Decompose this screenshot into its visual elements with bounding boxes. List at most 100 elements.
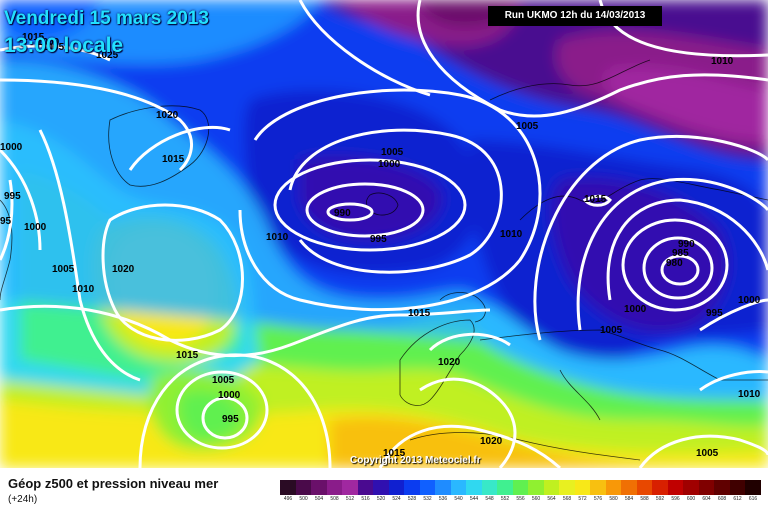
scale-value: 608 [717,496,727,502]
isobar-label: 1000 [218,390,241,401]
legend-bar: Géop z500 et pression niveau mer (+24h) … [0,468,768,512]
scale-swatch [667,480,684,495]
scale-value: 576 [593,496,603,502]
scale-value: 532 [423,496,432,502]
scale-value: 604 [702,496,711,502]
isobar-label: 990 [678,239,695,250]
scale-swatch [621,480,637,495]
scale-swatch [559,480,575,495]
scale-swatch [357,480,374,495]
scale-swatch [652,480,668,495]
scale-swatch [605,480,622,495]
isobar-label: 1025 [96,50,119,61]
scale-swatch [497,480,513,495]
scale-value: 516 [361,496,370,502]
scale-value: 536 [438,496,448,502]
scale-swatch [574,480,591,495]
geopotential-field [0,0,768,468]
scale-value: 564 [547,496,556,502]
isobar-label: 1005 [212,375,235,386]
isobar-label: 95 [0,216,12,227]
isobar-label: 1020 [480,436,503,447]
isobar-label: 995 [370,234,387,245]
legend-title: Géop z500 et pression niveau mer [8,476,219,491]
forecast-map: 1025101510201015100099595100010051010102… [0,0,768,468]
scale-value: 528 [407,496,417,502]
scale-swatch [373,480,389,495]
isobar-label: 1000 [738,295,761,306]
scale-swatch [698,480,715,495]
scale-swatch [450,480,467,495]
scale-value: 500 [299,496,308,502]
scale-swatch [466,480,482,495]
scale-value: 612 [733,496,742,502]
scale-value: 540 [454,496,463,502]
scale-swatch [388,480,405,495]
isobar-label: 1010 [72,284,95,295]
isobar-label: 1015 [408,308,431,319]
scale-swatch [590,480,606,495]
isobar-label: 1010 [266,232,289,243]
scale-swatch [683,480,699,495]
isobar-label: 1015 [383,448,406,459]
isobar-label: 1000 [624,304,647,315]
isobar-label: 1010 [500,229,523,240]
isobars [0,0,768,468]
scale-value: 588 [640,496,649,502]
isobar-label: 995 [222,414,239,425]
forecast-date: Vendredi 15 mars 2013 [4,8,209,29]
scale-swatch [636,480,653,495]
isobar-label: 1020 [438,357,461,368]
scale-value: 616 [748,496,758,502]
scale-value: 592 [655,496,665,502]
scale-swatch [714,480,730,495]
scale-value: 496 [283,496,293,502]
isobar-label: 990 [334,208,351,219]
scale-value: 600 [686,496,696,502]
isobar-label: 980 [666,258,683,269]
isobar-label: 995 [4,191,21,202]
scale-value: 524 [392,496,401,502]
isobar-label: 1015 [22,32,45,43]
isobar-label: 1005 [52,264,75,275]
scale-swatch [512,480,529,495]
isobar-label: 1015 [176,350,199,361]
scale-swatch [729,480,746,495]
isobar-label: 1000 [378,159,401,170]
scale-value: 560 [531,496,541,502]
model-run-label: Run UKMO 12h du 14/03/2013 [488,6,662,26]
copyright-notice: Copyright 2013 Meteociel.fr [350,455,481,466]
scale-value: 572 [578,496,587,502]
isobar-labels: 1025101510201015100099595100010051010102… [0,32,761,459]
isobar-label: 1005 [381,147,404,158]
isobar-label: 995 [706,308,723,319]
scale-value: 568 [562,496,572,502]
scale-swatch [326,480,343,495]
isobar-label: 1015 [162,154,185,165]
scale-value: 508 [330,496,339,502]
scale-swatch [311,480,327,495]
scale-value: 596 [671,496,680,502]
scale-value: 580 [609,496,618,502]
scale-value: 504 [314,496,324,502]
coastlines [0,59,768,461]
scale-value: 544 [469,496,479,502]
isobar-label: 1005 [600,325,623,336]
isobar-label: 1005 [42,42,65,53]
legend-subtitle: (+24h) [8,494,38,505]
isobar-label: 1010 [738,389,761,400]
isobar-label: 1000 [24,222,47,233]
scale-swatch [295,480,312,495]
isobar-label: 985 [672,248,689,259]
scale-value: 552 [500,496,510,502]
scale-swatch [342,480,358,495]
scale-swatch [481,480,498,495]
isobar-label: 1020 [112,264,135,275]
isobar-label: 1000 [37,37,60,48]
scale-swatch [745,480,761,495]
forecast-time: 13:00 locale [4,34,124,57]
isobar-label: 1005 [696,448,719,459]
isobar-label: 1020 [156,110,179,121]
scale-swatch [404,480,420,495]
